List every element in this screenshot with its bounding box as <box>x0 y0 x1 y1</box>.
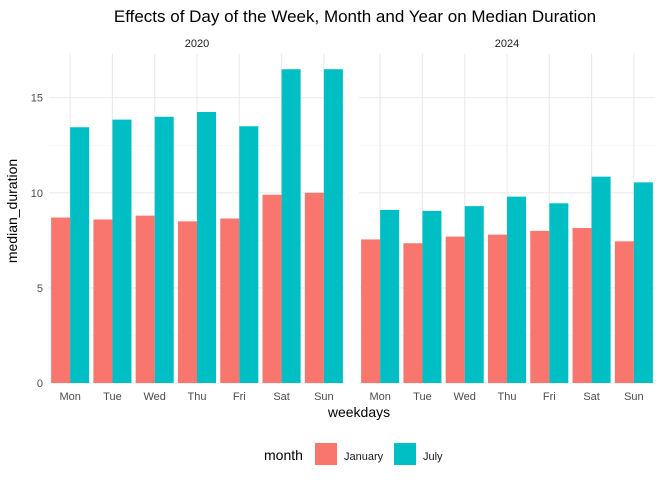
x-tick-label: Tue <box>413 391 432 403</box>
bar-january-wed <box>445 236 465 383</box>
bar-july-tue <box>112 119 132 384</box>
x-tick-label: Thu <box>188 391 207 403</box>
bar-january-tue <box>403 243 423 383</box>
bar-july-thu <box>507 196 527 383</box>
bar-july-sat <box>281 69 301 384</box>
bar-january-sat <box>572 228 592 383</box>
x-tick-label: Fri <box>233 391 246 403</box>
x-axis-title: weekdays <box>327 404 390 420</box>
x-tick-label: Mon <box>369 391 390 403</box>
legend-item-july: July <box>394 443 443 465</box>
bar-january-mon <box>51 217 71 383</box>
bar-january-wed <box>135 215 155 383</box>
bar-january-sat <box>262 194 282 383</box>
bar-january-fri <box>530 230 550 383</box>
facet-panel-2020: 2020 Mon Tue Wed Thu Fri Sat Sun 0 5 10 15 <box>31 38 345 403</box>
bar-july-sat <box>591 176 611 383</box>
x-tick-label: Sat <box>583 391 600 403</box>
x-tick-label: Tue <box>103 391 122 403</box>
bar-july-mon <box>70 127 90 383</box>
facet-panel-2024: 2024 Mon Tue Wed Thu Fri Sat Sun <box>359 38 655 403</box>
facet-label: 2024 <box>495 38 519 50</box>
legend-label: July <box>423 451 443 463</box>
y-tick-label: 10 <box>31 188 43 200</box>
y-tick-label: 15 <box>31 93 43 105</box>
facet-label: 2020 <box>185 38 209 50</box>
y-tick-label: 0 <box>37 378 43 390</box>
bar-january-tue <box>93 219 113 383</box>
facet-panels: 2020 Mon Tue Wed Thu Fri Sat Sun 0 5 10 15 2024 Mon Tu… <box>31 38 655 403</box>
bar-january-fri <box>220 218 240 383</box>
bar-july-sun <box>323 69 343 384</box>
legend-swatch <box>394 443 416 465</box>
chart-title: Effects of Day of the Week, Month and Ye… <box>114 7 596 26</box>
y-tick-label: 5 <box>37 283 43 295</box>
bar-july-wed <box>154 116 174 383</box>
bar-january-thu <box>177 221 197 383</box>
bar-july-fri <box>239 126 259 384</box>
legend-item-january: January <box>315 443 384 465</box>
x-tick-label: Sun <box>314 391 334 403</box>
bar-july-tue <box>422 210 442 383</box>
legend-swatch <box>315 443 337 465</box>
x-tick-label: Mon <box>59 391 80 403</box>
x-tick-label: Sun <box>624 391 644 403</box>
x-tick-label: Wed <box>454 391 476 403</box>
bar-july-thu <box>197 112 217 383</box>
bar-july-fri <box>549 203 569 383</box>
legend-title: month <box>264 447 303 463</box>
bar-january-thu <box>487 234 507 383</box>
bar-july-wed <box>464 206 484 383</box>
x-tick-label: Wed <box>144 391 166 403</box>
x-tick-label: Sat <box>273 391 290 403</box>
bar-july-sun <box>633 182 653 383</box>
y-axis-title: median_duration <box>4 159 20 263</box>
x-tick-label: Thu <box>498 391 517 403</box>
legend-label: January <box>344 451 384 463</box>
bar-january-mon <box>361 239 381 383</box>
bar-january-sun <box>304 192 324 383</box>
bar-january-sun <box>614 241 634 383</box>
x-tick-label: Fri <box>543 391 556 403</box>
bar-july-mon <box>380 209 400 383</box>
legend: month January July <box>264 443 443 465</box>
